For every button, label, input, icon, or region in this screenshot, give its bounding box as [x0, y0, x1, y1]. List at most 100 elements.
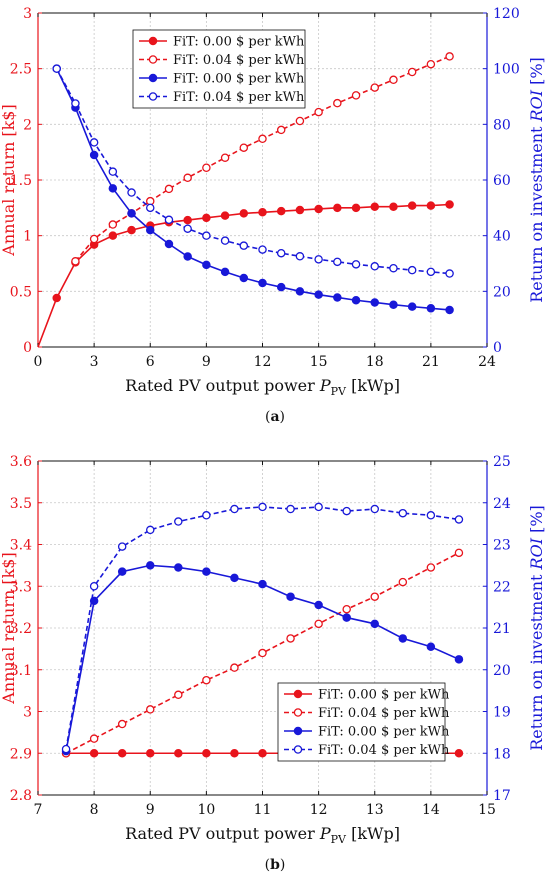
data-point [454, 655, 464, 664]
x-tick-label: 15 [310, 354, 328, 370]
data-point [258, 134, 267, 144]
data-point [370, 262, 379, 271]
x-tick-label: 12 [310, 802, 328, 818]
series-roi-fit-0-04 [52, 64, 454, 278]
left-y-tick-label: 3.2 [10, 621, 32, 637]
legend-label: FiT: 0.04 $ per kWh [318, 743, 450, 758]
data-point [239, 143, 249, 152]
left-y-tick-label: 3 [23, 6, 32, 22]
chart-panel-b: 7 8 9 10 11 12 13 14 15 2.8 2.9 3 3.1 3.2 3.3 3.4 3.5 3.6… [0, 454, 546, 873]
data-point [127, 209, 136, 218]
data-point [258, 278, 267, 288]
data-point [239, 241, 249, 250]
data-point [239, 209, 249, 218]
data-point [108, 167, 118, 176]
data-point [145, 225, 155, 235]
right-y-tick-label: 80 [493, 117, 511, 133]
data-point [174, 563, 183, 572]
x-tick-label: 18 [366, 354, 384, 370]
data-point [370, 504, 379, 514]
data-point [276, 125, 286, 135]
x-tick-label: 6 [146, 354, 155, 370]
right-y-tick-label: 0 [493, 340, 502, 356]
data-point [202, 675, 211, 685]
legend-label: FiT: 0.04 $ per kWh [173, 90, 305, 105]
data-point [230, 573, 239, 583]
panel-label: (a) [265, 409, 285, 425]
right-y-axis-label: Return on investment ROI [%] [527, 57, 546, 303]
right-y-tick-label: 22 [493, 579, 511, 595]
left-y-tick-label: 2.8 [10, 788, 32, 804]
series-line [56, 68, 450, 275]
data-point [314, 204, 323, 214]
data-point [407, 67, 417, 77]
x-tick-label: 9 [202, 354, 211, 370]
data-point [426, 304, 436, 313]
data-point [145, 561, 155, 570]
data-point [276, 282, 286, 292]
data-point [117, 749, 127, 758]
x-tick-label: 12 [254, 354, 272, 370]
data-point [164, 184, 174, 194]
data-point [174, 517, 183, 526]
x-tick-label: 8 [90, 802, 99, 818]
right-y-tick-label: 20 [493, 284, 511, 300]
data-point [314, 619, 323, 629]
data-point [89, 138, 99, 147]
right-y-tick-label: 24 [493, 496, 511, 512]
data-point [108, 184, 118, 193]
data-point [286, 634, 295, 643]
data-point [426, 511, 436, 520]
data-point [295, 116, 305, 126]
left-y-tick-label: 3.3 [10, 579, 32, 595]
data-point [71, 99, 80, 108]
data-point [314, 255, 323, 264]
data-point [426, 59, 436, 69]
data-point [286, 504, 295, 514]
data-point [202, 213, 211, 223]
data-point [398, 634, 408, 643]
data-point [407, 302, 417, 311]
x-axis-label: Rated PV output power PPV [kWp] [125, 376, 400, 398]
x-tick-label: 24 [478, 354, 496, 370]
data-point [71, 257, 80, 266]
left-y-tick-label: 2.9 [10, 746, 32, 762]
data-point [89, 749, 99, 758]
left-y-tick-label: 2 [23, 117, 32, 133]
left-y-tick-label: 3.5 [10, 496, 32, 512]
data-point [202, 260, 211, 270]
right-y-tick-label: 23 [493, 538, 511, 554]
data-point [389, 300, 398, 309]
right-y-tick-label: 17 [493, 788, 511, 804]
x-tick-label: 10 [197, 802, 215, 818]
data-point [52, 293, 61, 303]
legend-label: FiT: 0.00 $ per kWh [318, 725, 450, 740]
data-point [454, 548, 464, 558]
left-y-tick-label: 3.1 [10, 663, 32, 679]
data-point [276, 206, 286, 216]
chart-panel-a: 0 3 6 9 12 15 18 21 2400.511.522.530204060801001… [0, 6, 546, 425]
left-y-tick-label: 3.4 [10, 538, 32, 554]
data-point [351, 260, 361, 269]
data-point [202, 567, 211, 576]
data-point [230, 504, 239, 514]
right-y-tick-label: 120 [493, 6, 520, 22]
left-y-tick-label: 0.5 [10, 284, 32, 300]
data-point [389, 75, 398, 85]
data-point [164, 239, 174, 249]
right-y-tick-label: 20 [493, 663, 511, 679]
legend-marker [148, 73, 158, 83]
series-roi-fit-0-00 [61, 561, 464, 756]
data-point [407, 265, 417, 275]
series-roi-fit-0-04 [61, 502, 464, 754]
data-point [164, 215, 174, 225]
x-tick-label: 15 [478, 802, 496, 818]
data-point [342, 613, 351, 622]
data-point [333, 98, 342, 108]
data-point [389, 263, 398, 273]
left-y-tick-label: 2.5 [10, 62, 32, 78]
data-point [52, 64, 61, 73]
data-point [426, 642, 436, 652]
